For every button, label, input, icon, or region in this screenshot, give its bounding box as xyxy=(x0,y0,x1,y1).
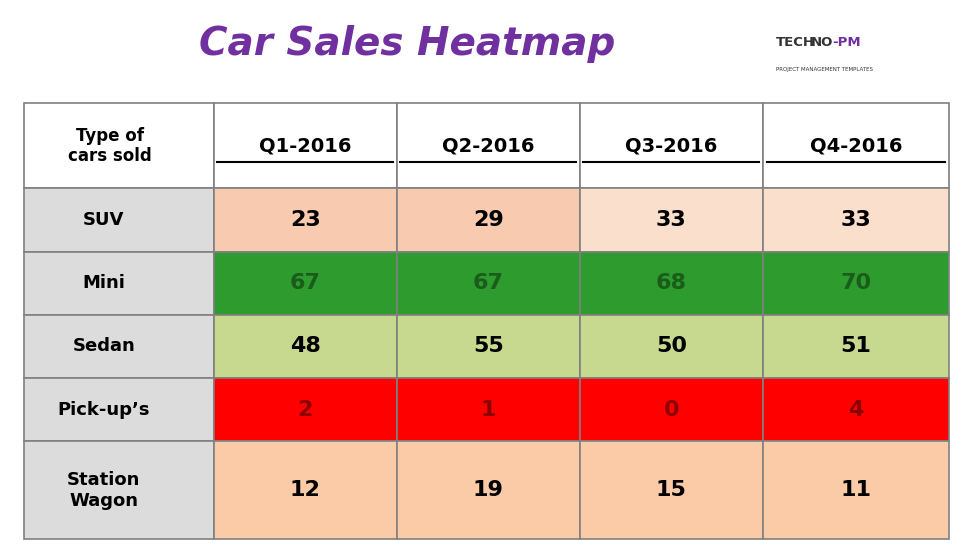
Bar xyxy=(762,315,948,378)
Bar xyxy=(579,103,762,188)
Text: Q4-2016: Q4-2016 xyxy=(809,136,901,155)
Text: PROJECT MANAGEMENT TEMPLATES: PROJECT MANAGEMENT TEMPLATES xyxy=(775,67,872,72)
Bar xyxy=(24,103,213,188)
Bar xyxy=(24,442,213,539)
Bar xyxy=(762,442,948,539)
Bar xyxy=(396,252,579,315)
Text: TECH: TECH xyxy=(775,36,814,49)
Bar xyxy=(24,315,213,378)
Text: Car Sales Heatmap: Car Sales Heatmap xyxy=(199,25,615,63)
Text: Sedan: Sedan xyxy=(73,338,135,356)
Bar xyxy=(579,378,762,442)
Bar xyxy=(579,442,762,539)
Text: Station
Wagon: Station Wagon xyxy=(67,471,141,510)
Bar xyxy=(24,252,213,315)
Bar xyxy=(396,315,579,378)
Bar xyxy=(579,252,762,315)
Text: www.techno-pm.com: www.techno-pm.com xyxy=(409,271,599,288)
Bar xyxy=(213,252,396,315)
Bar xyxy=(213,188,396,252)
Bar xyxy=(762,188,948,252)
Text: 55: 55 xyxy=(473,337,503,357)
Text: 33: 33 xyxy=(839,210,870,230)
Text: 23: 23 xyxy=(290,210,321,230)
Bar xyxy=(213,378,396,442)
Text: 19: 19 xyxy=(472,480,503,500)
Bar xyxy=(579,315,762,378)
Bar xyxy=(579,188,762,252)
Text: 12: 12 xyxy=(290,480,321,500)
Text: 67: 67 xyxy=(290,273,321,293)
Text: 0: 0 xyxy=(663,400,678,420)
Bar xyxy=(762,103,948,188)
Bar xyxy=(396,442,579,539)
Text: 51: 51 xyxy=(839,337,870,357)
Text: SUV: SUV xyxy=(83,211,124,229)
Text: 68: 68 xyxy=(655,273,686,293)
Bar xyxy=(213,315,396,378)
Text: 70: 70 xyxy=(839,273,870,293)
Text: 67: 67 xyxy=(472,273,503,293)
Bar xyxy=(762,252,948,315)
Bar xyxy=(213,442,396,539)
Text: Q3-2016: Q3-2016 xyxy=(624,136,717,155)
Bar xyxy=(24,378,213,442)
Text: 33: 33 xyxy=(655,210,686,230)
Text: Type of
cars sold: Type of cars sold xyxy=(68,126,151,165)
Bar xyxy=(396,103,579,188)
Text: 1: 1 xyxy=(480,400,495,420)
Text: 29: 29 xyxy=(473,210,503,230)
Text: 15: 15 xyxy=(655,480,686,500)
Text: 4: 4 xyxy=(847,400,862,420)
Text: Pick-up’s: Pick-up’s xyxy=(57,401,150,419)
Text: Q2-2016: Q2-2016 xyxy=(442,136,534,155)
Text: -PM: -PM xyxy=(831,36,860,49)
Text: Mini: Mini xyxy=(82,274,125,292)
Bar xyxy=(24,188,213,252)
Text: 50: 50 xyxy=(655,337,686,357)
Text: 48: 48 xyxy=(290,337,321,357)
Text: 2: 2 xyxy=(297,400,313,420)
Bar xyxy=(396,378,579,442)
Text: NO: NO xyxy=(810,36,832,49)
Bar xyxy=(762,378,948,442)
Bar xyxy=(213,103,396,188)
Text: 11: 11 xyxy=(839,480,870,500)
Text: Q1-2016: Q1-2016 xyxy=(259,136,351,155)
Bar xyxy=(396,188,579,252)
